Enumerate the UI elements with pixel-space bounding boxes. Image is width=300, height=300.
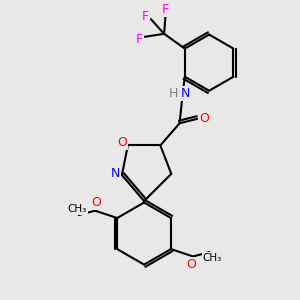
Text: O: O	[199, 112, 209, 125]
Text: CH₃: CH₃	[68, 204, 87, 214]
Text: O: O	[92, 196, 101, 209]
Text: N: N	[111, 167, 120, 180]
Text: N: N	[181, 87, 190, 100]
Text: F: F	[142, 10, 149, 22]
Text: F: F	[135, 33, 142, 46]
Text: H: H	[168, 87, 178, 100]
Text: O: O	[117, 136, 127, 149]
Text: F: F	[162, 3, 169, 16]
Text: CH₃: CH₃	[203, 253, 222, 263]
Text: O: O	[187, 258, 196, 271]
